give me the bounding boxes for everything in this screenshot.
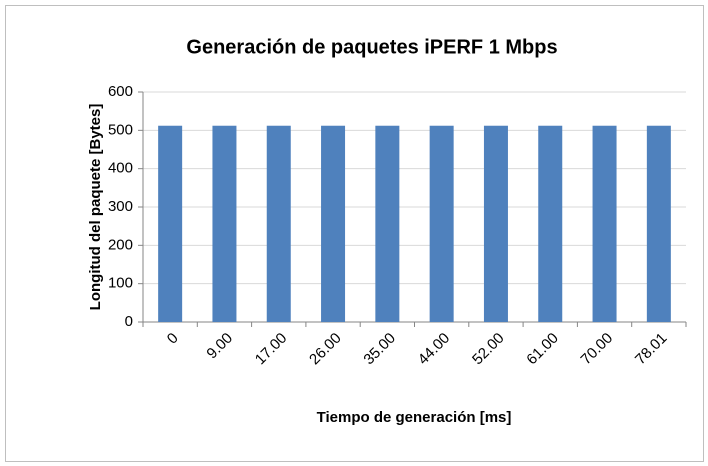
bar: [266, 125, 291, 322]
y-tick-label: 400: [108, 160, 133, 177]
y-tick-label: 0: [125, 313, 133, 330]
bar: [429, 125, 454, 322]
y-tick-label: 200: [108, 236, 133, 253]
y-tick-label: 500: [108, 121, 133, 138]
chart-border: [5, 5, 704, 462]
y-tick-label: 300: [108, 198, 133, 215]
bar: [212, 125, 237, 322]
bar: [592, 125, 617, 322]
y-tick-label: 100: [108, 275, 133, 292]
bar: [483, 125, 508, 322]
bar: [538, 125, 563, 322]
bar: [321, 125, 346, 322]
x-axis-title: Tiempo de generación [ms]: [317, 409, 512, 426]
y-axis-title: Longitud del paquete [Bytes]: [87, 104, 104, 311]
chart-title: Generación de paquetes iPERF 1 Mbps: [186, 36, 557, 58]
y-tick-label: 600: [108, 83, 133, 100]
bar: [158, 125, 183, 322]
bar: [646, 125, 671, 322]
bar: [375, 125, 400, 322]
